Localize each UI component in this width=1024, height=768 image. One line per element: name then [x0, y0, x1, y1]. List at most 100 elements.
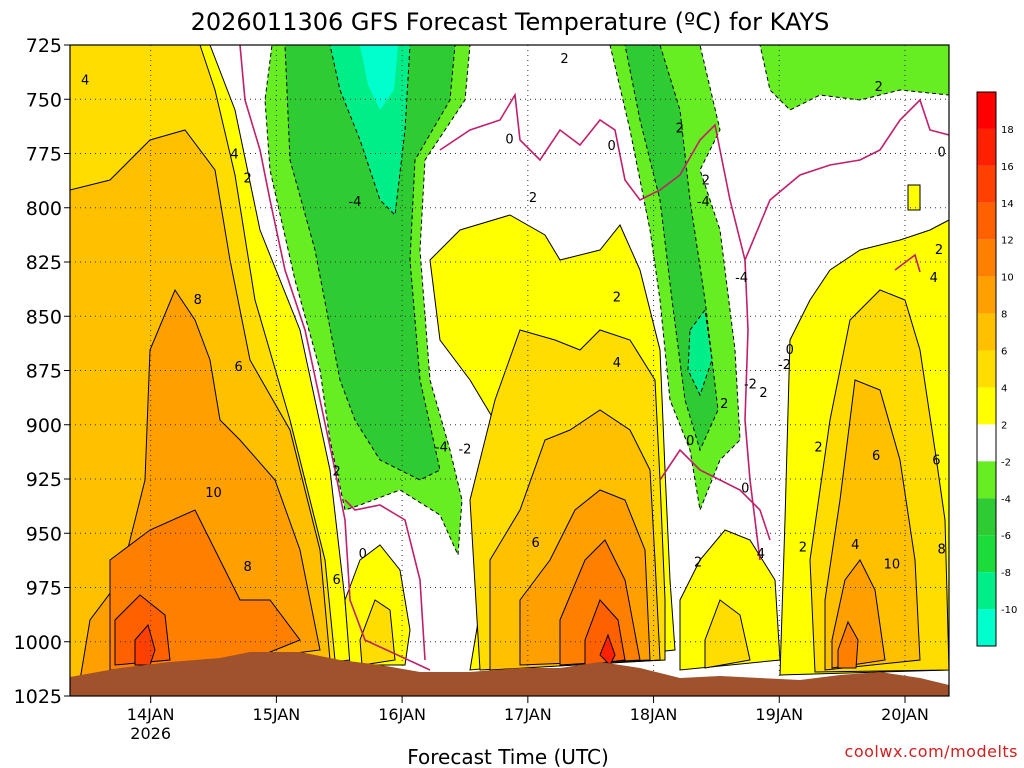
contour-label: 6: [235, 360, 243, 375]
contour-label: -4: [735, 271, 748, 286]
contour-label: 0: [938, 145, 946, 160]
colorbar-tick-label: 6: [1001, 347, 1007, 358]
colorbar: -10 -8 -6 -4 -2 2 4 6 8 10 12 14 16 18: [976, 91, 1017, 647]
region-left-16: [134, 623, 156, 666]
credit-label: coolwx.com/modelts: [845, 742, 1018, 761]
contour-label: 4: [964, 453, 972, 468]
colorbar-swatch: [977, 350, 996, 388]
colorbar-tick-label: -10: [1001, 605, 1017, 616]
contour-label: 6: [532, 536, 540, 551]
plot-area: [70, 45, 949, 696]
contour-label: 2: [702, 174, 710, 189]
region-cold-mid-coldest: [360, 45, 398, 110]
colorbar-tick-label: 18: [1001, 125, 1014, 136]
freezing-line-left: [239, 45, 431, 671]
contour-label: 2: [332, 464, 340, 479]
contour-label: 0: [608, 139, 616, 154]
region-right-yellow-small: [679, 529, 781, 671]
colorbar-tick-label: 8: [1001, 310, 1007, 321]
contour-label: 4: [81, 74, 89, 89]
y-tick-label: 975: [26, 578, 62, 600]
contour-label: 2: [560, 52, 568, 67]
ground-surface: [70, 652, 949, 696]
contour-label: -4: [348, 195, 361, 210]
y-tick-label: 950: [26, 523, 62, 545]
contour-label: 2: [613, 291, 621, 306]
contour-label: 2: [935, 243, 943, 258]
y-tick-label: 1025: [14, 686, 62, 708]
x-tick-sublabel: 2026: [130, 724, 171, 743]
colorbar-swatch: [977, 165, 996, 203]
region-center-14: [584, 599, 626, 666]
colorbar-swatch: [977, 202, 996, 240]
region-left-14: [114, 594, 171, 666]
contour-label: 0: [505, 132, 513, 147]
contour-label: 10: [884, 558, 901, 573]
region-blob-top-right: [907, 184, 921, 211]
freezing-line-mid-right: [659, 448, 771, 541]
colorbar-swatch: [977, 313, 996, 351]
y-tick-label: 750: [26, 89, 62, 111]
colorbar-tick-label: -4: [1001, 494, 1011, 505]
contour-label: 4: [930, 271, 938, 286]
contour-label: 8: [194, 293, 202, 308]
colorbar-swatch: [977, 239, 996, 277]
y-tick-label: 800: [26, 198, 62, 220]
contour-label: 2: [875, 80, 883, 95]
contour-label: 2: [759, 386, 767, 401]
contour-label: 6: [872, 449, 880, 464]
contour-label: 4: [230, 148, 238, 163]
colorbar-frame: [976, 91, 997, 647]
contour-label: -2: [458, 443, 471, 458]
contour-label: 2: [676, 121, 684, 136]
y-tick-label: 1000: [14, 632, 62, 654]
contour-label: 4: [851, 538, 859, 553]
x-tick-label: 14JAN: [127, 705, 175, 724]
colorbar-tick-label: -2: [1001, 457, 1011, 468]
colorbar-tick-label: 10: [1001, 273, 1014, 284]
contour-label: 2: [799, 540, 807, 555]
contour-label: 4: [757, 547, 765, 562]
y-tick-label: 825: [26, 252, 62, 274]
y-tick-label: 725: [26, 35, 62, 57]
colorbar-swatch: [977, 609, 996, 646]
contour-label: 0: [741, 482, 749, 497]
colorbar-swatch: [977, 424, 996, 462]
x-tick-label: 18JAN: [630, 705, 678, 724]
contour-label: 6: [332, 573, 340, 588]
y-tick-label: 925: [26, 469, 62, 491]
contour-label: -4: [435, 440, 448, 455]
colorbar-tick-label: 2: [1001, 420, 1007, 431]
y-tick-label: 850: [26, 306, 62, 328]
chart-title: 2026011306 GFS Forecast Temperature (ºC)…: [191, 8, 830, 36]
colorbar-swatch: [977, 128, 996, 166]
colorbar-tick-label: -6: [1001, 531, 1011, 542]
contour-label: 4: [613, 356, 621, 371]
y-axis: 725 750 775 800 825 850 875 900 925 950 975 1000 102…: [14, 35, 70, 708]
colorbar-swatch: [977, 461, 996, 499]
contour-label: -2: [744, 378, 757, 393]
contour-label: 2: [694, 555, 702, 570]
contour-label: 0: [359, 547, 367, 562]
region-cold-topright: [759, 45, 949, 111]
x-tick-label: 15JAN: [253, 705, 301, 724]
x-axis-label: Forecast Time (UTC): [407, 745, 609, 768]
contour-label: 8: [243, 560, 251, 575]
y-tick-label: 775: [26, 144, 62, 166]
region-right-12: [837, 620, 859, 669]
contour-label: 6: [932, 453, 940, 468]
x-tick-label: 19JAN: [755, 705, 803, 724]
x-tick-label: 16JAN: [378, 705, 426, 724]
contour-label: 2: [814, 440, 822, 455]
contour-label: -4: [697, 195, 710, 210]
region-right-yellow-small-inner: [704, 599, 751, 669]
grid: [70, 45, 949, 696]
contour-label: 2: [969, 506, 977, 521]
colorbar-swatch: [977, 572, 996, 610]
contour-label: 2: [529, 191, 537, 206]
colorbar-tick-label: 4: [1001, 383, 1007, 394]
region-blob-16jan-inner: [359, 599, 396, 666]
